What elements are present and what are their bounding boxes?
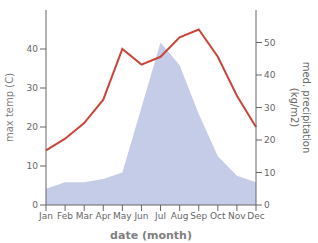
svg-text:20: 20 [264,135,276,145]
svg-text:Feb: Feb [57,211,73,221]
svg-text:Aug: Aug [171,211,189,221]
svg-text:Sep: Sep [190,211,207,221]
svg-text:May: May [113,211,132,221]
svg-text:Dec: Dec [247,211,264,221]
svg-text:Oct: Oct [210,211,226,221]
svg-text:40: 40 [264,70,276,80]
svg-text:0: 0 [264,200,270,210]
svg-text:20: 20 [27,122,39,132]
svg-text:Nov: Nov [228,211,246,221]
svg-text:50: 50 [264,38,276,48]
svg-text:10: 10 [264,168,276,178]
svg-text:Jun: Jun [133,211,148,221]
svg-text:date (month): date (month) [110,229,192,242]
svg-text:Mar: Mar [76,211,93,221]
svg-text:10: 10 [27,161,39,171]
svg-text:40: 40 [27,44,39,54]
svg-text:0: 0 [32,200,38,210]
svg-text:max temp (C): max temp (C) [8,73,15,142]
svg-text:Jul: Jul [154,211,166,221]
svg-text:30: 30 [264,103,276,113]
svg-text:30: 30 [27,83,39,93]
svg-text:med. precipitation(kg/m2): med. precipitation(kg/m2) [289,62,311,154]
svg-text:Apr: Apr [95,211,111,221]
svg-text:Jan: Jan [38,211,53,221]
